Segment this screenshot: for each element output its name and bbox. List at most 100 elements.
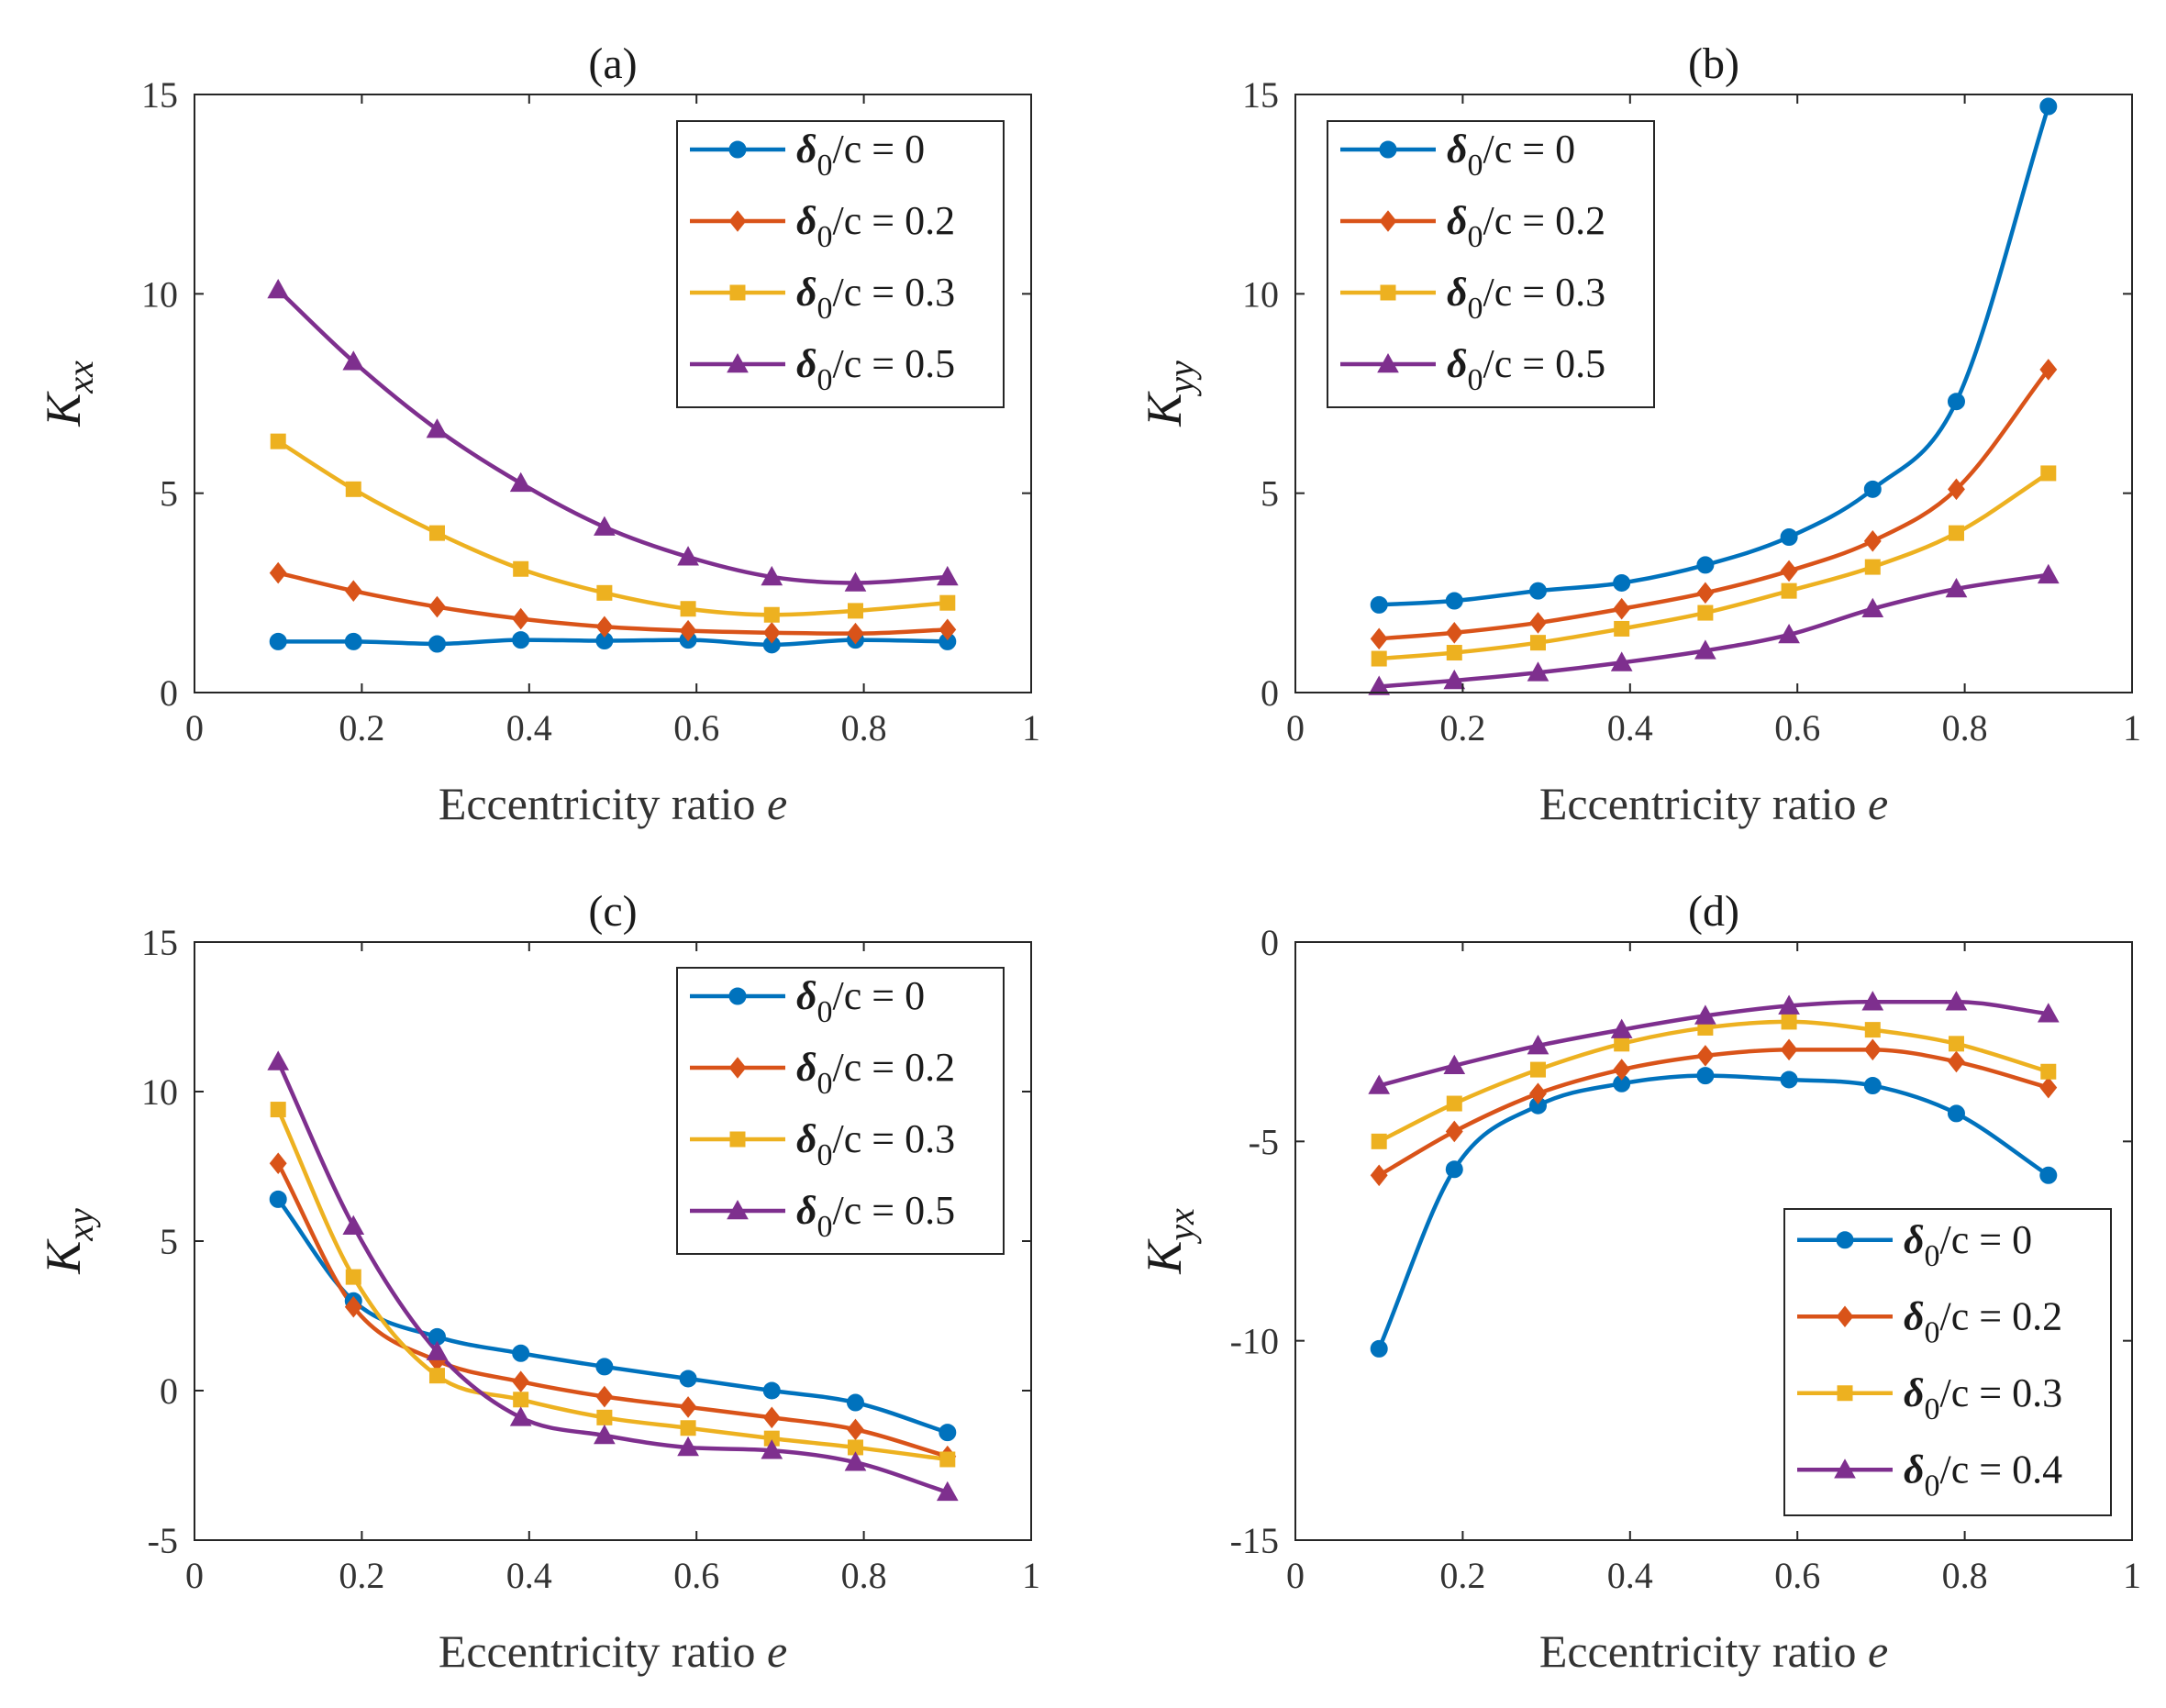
legend-delta-symbol: δ — [1904, 1447, 1925, 1492]
y-tick-label: 5 — [160, 473, 178, 515]
data-point — [763, 606, 780, 623]
x-axis-label: Eccentricity ratio e — [1539, 1625, 1888, 1677]
data-point — [269, 561, 287, 584]
x-tick-label: 0.8 — [841, 1555, 887, 1596]
legend: δ0/c = 0δ0/c = 0.2δ0/c = 0.3δ0/c = 0.5 — [676, 967, 1005, 1255]
data-point — [1696, 582, 1715, 604]
legend-subscript: 0 — [817, 1210, 833, 1244]
data-point — [677, 1436, 699, 1457]
series-markers-3 — [1368, 991, 2060, 1094]
data-point — [762, 1406, 781, 1429]
data-point — [1863, 1076, 1882, 1094]
series-lines — [1368, 97, 2060, 695]
data-point — [1697, 604, 1714, 621]
data-point — [939, 594, 956, 611]
data-point — [1947, 1104, 1965, 1123]
x-axis-label: Eccentricity ratio e — [439, 778, 787, 829]
legend-delta-symbol: δ — [796, 198, 817, 243]
data-point — [1863, 530, 1882, 552]
y-axis-label-subscript: yy — [1161, 360, 1202, 397]
data-point — [595, 616, 614, 638]
legend-marker — [1836, 1305, 1854, 1328]
legend-entry-3: δ0/c = 0.5 — [690, 341, 955, 397]
legend-label-text: /c = 0.3 — [1483, 270, 1606, 315]
series-markers-2 — [1371, 465, 2057, 667]
legend-marker — [1379, 140, 1397, 159]
x-tick-label: 0.8 — [1942, 1555, 1988, 1596]
x-axis-label-text: Eccentricity ratio — [439, 778, 756, 829]
legend-entry-0: δ0/c = 0 — [1340, 127, 1575, 183]
y-tick-label: -5 — [148, 1520, 178, 1561]
chart-title: (b) — [1688, 39, 1739, 88]
series-markers-0 — [1370, 97, 2058, 614]
data-point — [939, 1424, 957, 1442]
data-point — [594, 1424, 616, 1445]
data-point — [1947, 393, 1965, 411]
data-point — [426, 1340, 449, 1360]
legend-box — [1783, 1208, 2112, 1516]
data-point — [1945, 577, 1968, 598]
data-point — [344, 580, 362, 602]
x-axis-label: Eccentricity ratio e — [1539, 778, 1888, 829]
x-tick-label: 0.6 — [1774, 1555, 1820, 1596]
series-lines — [267, 278, 959, 654]
legend-marker — [729, 1131, 746, 1148]
y-axis-label-main: K — [1137, 391, 1192, 427]
data-point — [345, 481, 361, 497]
x-axis-label-variable: e — [767, 778, 787, 829]
data-point — [1781, 1014, 1797, 1030]
x-tick-label: 0.6 — [1774, 707, 1820, 749]
chart-title: (d) — [1688, 887, 1739, 936]
legend-entry-0: δ0/c = 0 — [690, 127, 925, 183]
y-tick-label: -10 — [1230, 1321, 1279, 1362]
x-tick-label: 0.2 — [339, 707, 384, 749]
legend-subscript: 0 — [1468, 149, 1483, 183]
legend-entry-1: δ0/c = 0.2 — [1797, 1293, 2062, 1349]
legend-marker — [729, 284, 746, 301]
legend-subscript: 0 — [817, 149, 833, 183]
data-point — [2039, 97, 2058, 116]
legend-delta-symbol: δ — [796, 270, 817, 315]
x-tick-label: 0 — [1286, 1555, 1305, 1596]
data-point — [1527, 661, 1550, 682]
legend-subscript: 0 — [1468, 220, 1483, 254]
data-point — [1445, 592, 1463, 610]
data-point — [1368, 1074, 1391, 1094]
data-point — [762, 1381, 781, 1400]
y-tick-label: 15 — [141, 922, 178, 963]
legend-subscript: 0 — [1925, 1239, 1940, 1273]
data-point — [1864, 559, 1881, 575]
legend-delta-symbol: δ — [1447, 270, 1468, 315]
y-axis-label-subscript: yx — [1161, 1208, 1202, 1245]
legend-label: δ0/c = 0.3 — [1447, 270, 1605, 326]
legend: δ0/c = 0δ0/c = 0.2δ0/c = 0.3δ0/c = 0.4 — [1783, 1208, 2112, 1516]
y-axis-label-subscript: xx — [60, 360, 101, 394]
legend-entry-2: δ0/c = 0.3 — [1797, 1370, 2062, 1426]
x-tick-label: 0.2 — [1439, 1555, 1485, 1596]
legend-label: δ0/c = 0.3 — [796, 1116, 955, 1172]
data-point — [1371, 650, 1387, 667]
data-point — [847, 603, 863, 619]
data-point — [936, 1481, 959, 1502]
legend-subscript: 0 — [817, 1138, 833, 1172]
data-point — [761, 1439, 783, 1459]
legend-delta-symbol: δ — [1904, 1293, 1925, 1338]
legend-label-text: /c = 0 — [1483, 127, 1576, 172]
data-point — [1696, 556, 1715, 574]
series-markers-2 — [270, 1102, 956, 1468]
data-point — [1780, 1070, 1798, 1089]
legend-label-text: /c = 0.4 — [1940, 1447, 2063, 1492]
data-point — [939, 1451, 956, 1468]
axes-box — [194, 94, 1032, 693]
legend-entry-2: δ0/c = 0.3 — [690, 1116, 955, 1172]
data-point — [846, 1393, 864, 1412]
x-tick-label: 0 — [185, 707, 204, 749]
legend-marker — [1837, 1385, 1853, 1402]
data-point — [680, 1420, 696, 1436]
data-point — [594, 516, 616, 536]
data-point — [2039, 1166, 2058, 1184]
data-point — [1694, 639, 1716, 660]
legend-delta-symbol: δ — [796, 1116, 817, 1161]
legend-label: δ0/c = 0 — [1447, 127, 1575, 183]
